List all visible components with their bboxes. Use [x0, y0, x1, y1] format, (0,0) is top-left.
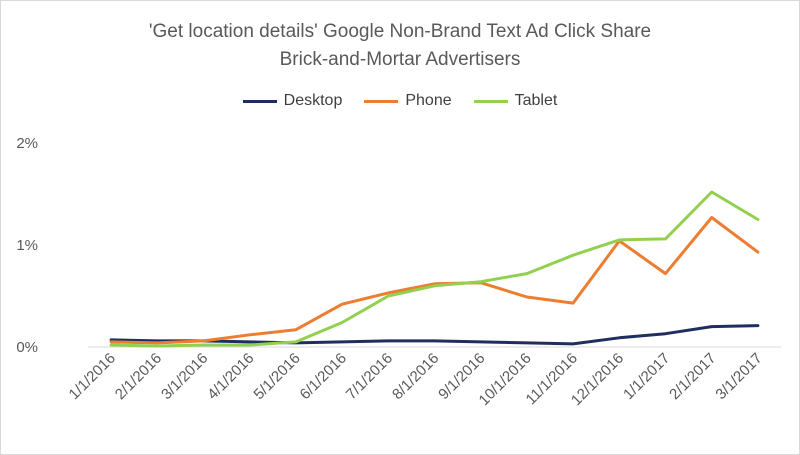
series-line-desktop: [109, 324, 760, 346]
x-tick-label: 4/1/2016: [204, 350, 257, 403]
x-tick-label: 1/1/2017: [620, 350, 673, 403]
legend-swatch-tablet: [473, 99, 508, 103]
x-tick-label: 2/1/2017: [666, 350, 719, 403]
x-tick-label: 8/1/2016: [389, 350, 442, 403]
legend-item-phone: Phone: [364, 92, 452, 110]
legend-item-tablet: Tablet: [473, 92, 558, 110]
x-tick-label: 3/1/2017: [712, 350, 765, 403]
y-tick-label: 2%: [16, 135, 38, 152]
legend-item-desktop: Desktop: [242, 92, 343, 110]
series-line-phone: [109, 216, 760, 345]
legend: Desktop Phone Tablet: [0, 92, 800, 110]
y-tick-label: 1%: [16, 237, 38, 254]
legend-swatch-phone: [364, 99, 399, 103]
x-tick-label: 2/1/2016: [112, 350, 165, 403]
legend-label-tablet: Tablet: [514, 92, 558, 109]
chart-title: 'Get location details' Google Non-Brand …: [148, 21, 652, 42]
y-tick-label: 0%: [16, 339, 38, 356]
x-tick-label: 5/1/2016: [250, 350, 303, 403]
x-tick-label: 7/1/2016: [343, 350, 396, 403]
series-line-tablet: [109, 190, 760, 348]
x-tick-label: 6/1/2016: [297, 350, 350, 403]
legend-label-desktop: Desktop: [283, 92, 343, 109]
x-tick-label: 1/1/2016: [66, 350, 119, 403]
legend-label-phone: Phone: [405, 92, 452, 109]
legend-swatch-desktop: [242, 99, 277, 103]
chart-subtitle: Brick-and-Mortar Advertisers: [279, 49, 521, 70]
x-tick-label: 3/1/2016: [158, 350, 211, 403]
